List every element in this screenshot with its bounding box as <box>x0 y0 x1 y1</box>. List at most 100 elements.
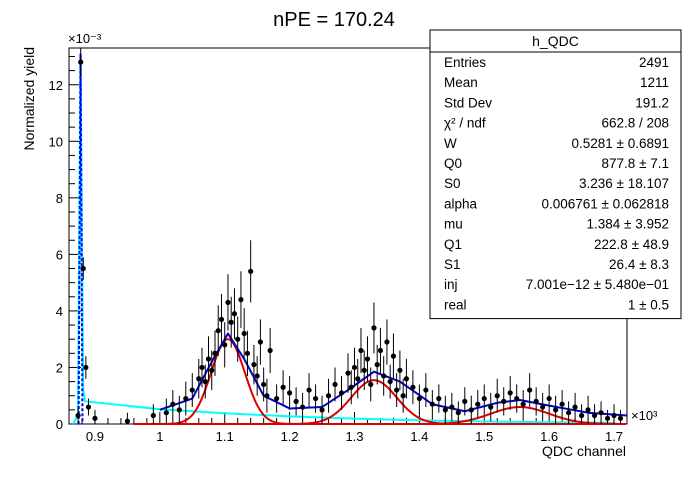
stats-row-label: S0 <box>444 176 461 191</box>
data-point <box>150 412 156 419</box>
data-point <box>75 412 81 419</box>
data-point <box>566 410 572 416</box>
y-tick-label: 6 <box>56 247 63 262</box>
data-point <box>429 401 435 407</box>
data-point <box>368 381 374 388</box>
data-point <box>468 407 474 413</box>
data-point <box>319 407 325 413</box>
data-point <box>585 407 591 413</box>
data-point <box>244 350 251 356</box>
stats-row-value: 7.001e−12 ± 5.480e−01 <box>526 277 669 292</box>
stats-row-value: 3.236 ± 18.107 <box>579 176 669 191</box>
data-point <box>163 410 169 416</box>
x-tick-label: 1.7 <box>605 429 623 444</box>
data-point <box>540 404 546 410</box>
data-point <box>280 384 286 390</box>
data-point <box>176 407 182 413</box>
data-point <box>92 415 98 421</box>
data-point <box>475 401 481 407</box>
data-point <box>170 401 176 407</box>
data-point <box>267 347 273 354</box>
data-point <box>377 347 384 354</box>
data-point <box>199 364 205 371</box>
data-point <box>416 395 422 402</box>
stats-row-value: 877.8 ± 7.1 <box>602 156 669 171</box>
data-point <box>442 407 448 413</box>
data-point <box>345 370 351 376</box>
x-tick-label: 1 <box>156 429 163 444</box>
data-point <box>338 390 345 396</box>
data-point <box>400 393 406 399</box>
data-point <box>436 395 442 402</box>
data-point <box>371 325 377 331</box>
data-point <box>348 384 354 390</box>
data-point <box>364 356 371 362</box>
data-point <box>381 373 387 379</box>
data-point <box>533 398 539 404</box>
stats-row-value: 26.4 ± 8.3 <box>609 257 669 272</box>
y-axis-label: Normalized yield <box>21 47 37 150</box>
stats-row-label: χ² / ndf <box>444 116 486 131</box>
stats-row-value: 1.384 ± 3.952 <box>587 217 669 232</box>
data-point <box>553 407 559 413</box>
stats-row-value: 662.8 / 208 <box>601 116 669 131</box>
data-point <box>238 297 244 303</box>
data-point <box>235 336 241 342</box>
data-point <box>351 364 358 371</box>
data-point <box>578 412 585 419</box>
y-tick-label: 2 <box>56 360 63 375</box>
data-point <box>261 381 267 388</box>
data-point <box>617 415 624 421</box>
data-point <box>183 395 189 402</box>
stats-row-label: Entries <box>444 55 486 70</box>
data-point <box>507 390 513 396</box>
data-point <box>228 319 234 325</box>
stats-row-value: 1211 <box>640 75 669 90</box>
data-point <box>604 415 611 421</box>
stats-row-value: 0.006761 ± 0.062818 <box>541 196 669 211</box>
data-point <box>494 393 500 399</box>
data-point <box>248 268 254 274</box>
y-tick-label: 12 <box>49 78 63 93</box>
data-point <box>403 376 409 382</box>
stats-box-title: h_QDC <box>532 33 579 49</box>
stats-row-label: Mean <box>444 75 478 90</box>
data-point <box>423 387 429 393</box>
data-point <box>559 401 565 407</box>
data-point <box>251 362 257 368</box>
data-point <box>124 418 130 424</box>
data-point <box>196 376 202 382</box>
data-point <box>299 404 306 410</box>
data-point <box>264 393 270 399</box>
data-point <box>212 350 218 356</box>
data-point <box>387 378 393 385</box>
data-point <box>257 339 264 345</box>
stats-row-value: 222.8 ± 48.9 <box>594 237 669 252</box>
y-tick-label: 8 <box>56 191 63 206</box>
data-point <box>501 398 507 404</box>
data-point <box>254 373 260 379</box>
data-point <box>332 381 338 388</box>
stats-row-label: mu <box>444 217 463 232</box>
data-point <box>598 410 604 416</box>
data-point <box>361 367 367 373</box>
total-fit-curve <box>159 332 628 417</box>
data-point <box>488 404 494 410</box>
data-point <box>202 378 208 385</box>
data-point <box>572 404 578 410</box>
stats-row-value: 191.2 <box>635 95 669 110</box>
stats-row-value: 1 ± 0.5 <box>628 297 669 312</box>
stats-box-frame <box>429 29 682 320</box>
data-point <box>205 356 212 362</box>
data-point <box>293 398 299 404</box>
data-point <box>410 384 416 390</box>
data-point <box>611 412 617 419</box>
stats-row-label: S1 <box>444 257 461 272</box>
stats-row-label: real <box>444 297 467 312</box>
data-point <box>274 395 280 402</box>
y-tick-label: 10 <box>49 134 63 149</box>
x-tick-label: 1.4 <box>410 429 428 444</box>
plot-area: 0.9 1 1.1 1.2 1.3 1.4 1.5 1.6 1.7 0 2 4 6 8 10 12 <box>49 47 628 444</box>
